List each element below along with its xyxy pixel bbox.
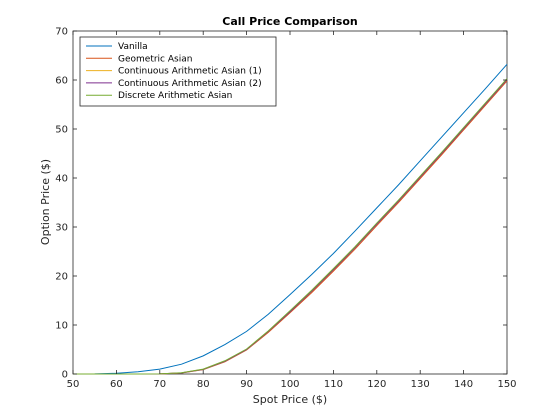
- legend-entry-label: Geometric Asian: [118, 54, 192, 64]
- series-line-5: [73, 78, 508, 375]
- y-tick-label: 70: [55, 27, 68, 38]
- legend-box: [79, 36, 277, 107]
- x-axis-ticks: 50 60 70 80 90 100 110 120 130 140 150: [67, 31, 517, 390]
- x-tick-label: 150: [497, 379, 516, 390]
- y-axis-label: Option Price ($): [39, 159, 52, 245]
- legend: Vanilla Geometric Asian Continuous Arithme…: [79, 36, 277, 107]
- x-tick-label: 80: [197, 379, 210, 390]
- x-tick-label: 120: [367, 379, 386, 390]
- legend-entry-label: Vanilla: [118, 42, 148, 52]
- y-tick-label: 50: [55, 125, 68, 136]
- x-tick-label: 90: [240, 379, 253, 390]
- series-lines: [72, 63, 508, 375]
- x-tick-label: 60: [110, 379, 123, 390]
- legend-entry-label: Continuous Arithmetic Asian (2): [118, 79, 262, 89]
- y-axis-ticks: 0 10 20 30 40 50 60 70: [55, 27, 507, 381]
- legend-entry-label: Continuous Arithmetic Asian (1): [118, 67, 262, 77]
- x-axis-label: Spot Price ($): [253, 393, 327, 406]
- legend-entry-label: Discrete Arithmetic Asian: [118, 91, 232, 101]
- y-tick-label: 20: [55, 272, 68, 283]
- x-tick-label: 130: [411, 379, 430, 390]
- y-tick-label: 30: [55, 223, 68, 234]
- y-tick-label: 60: [55, 76, 68, 87]
- x-tick-label: 140: [454, 379, 473, 390]
- y-tick-label: 10: [55, 321, 68, 332]
- y-tick-label: 40: [55, 174, 68, 185]
- series-line-1: [72, 63, 508, 375]
- x-tick-label: 100: [280, 379, 299, 390]
- chart-title: Call Price Comparison: [222, 15, 357, 28]
- x-tick-label: 70: [153, 379, 166, 390]
- y-tick-label: 0: [62, 370, 68, 381]
- x-tick-label: 50: [67, 379, 80, 390]
- x-tick-label: 110: [324, 379, 343, 390]
